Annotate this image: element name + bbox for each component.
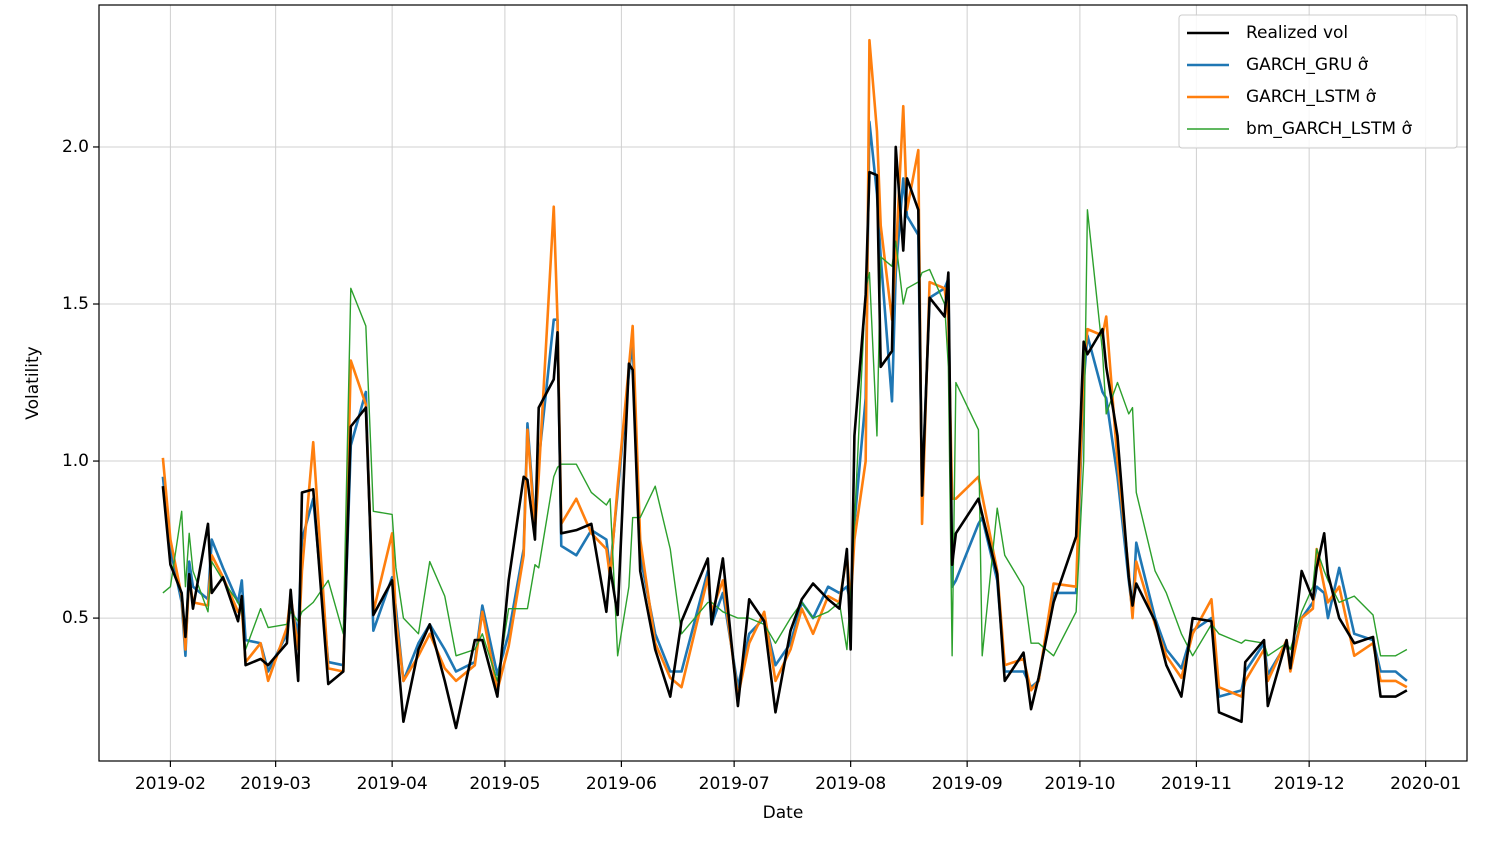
x-tick-label: 2019-02 <box>135 774 206 794</box>
x-tick-label: 2019-03 <box>240 774 311 794</box>
x-tick-label: 2019-09 <box>932 774 1003 794</box>
legend-label: bm_GARCH_LSTM σ̂ <box>1246 119 1412 139</box>
legend-label: Realized vol <box>1246 23 1348 43</box>
y-tick-label: 1.0 <box>62 451 89 471</box>
y-tick-label: 1.5 <box>62 294 89 314</box>
x-tick-label: 2019-12 <box>1274 774 1345 794</box>
x-tick-label: 2019-05 <box>469 774 540 794</box>
y-axis-label: Volatility <box>23 346 43 419</box>
y-tick-label: 2.0 <box>62 137 89 157</box>
x-tick-label: 2019-10 <box>1044 774 1115 794</box>
x-tick-label: 2019-11 <box>1161 774 1232 794</box>
x-tick-label: 2019-07 <box>699 774 770 794</box>
legend-box <box>1178 14 1458 149</box>
x-tick-label: 2019-04 <box>357 774 428 794</box>
x-axis-label: Date <box>763 803 804 823</box>
plot-frame <box>98 4 1468 762</box>
x-tick-label: 2020-01 <box>1390 774 1461 794</box>
legend-label: GARCH_GRU σ̂ <box>1246 55 1369 75</box>
x-tick-label: 2019-06 <box>586 774 657 794</box>
x-tick-label: 2019-08 <box>815 774 886 794</box>
y-tick-label: 0.5 <box>62 608 89 628</box>
legend-label: GARCH_LSTM σ̂ <box>1246 87 1377 107</box>
series-line <box>161 145 1408 730</box>
